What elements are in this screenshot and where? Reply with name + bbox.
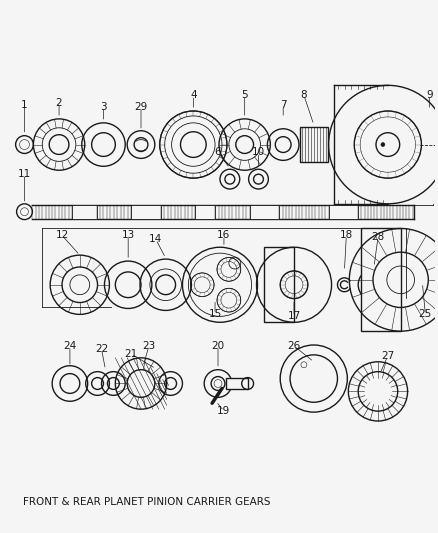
Text: 5: 5 [241,90,248,100]
Text: 24: 24 [63,341,77,351]
Text: 1: 1 [21,100,28,110]
Bar [300,127,328,163]
Text: 26: 26 [287,341,300,351]
Text: 28: 28 [371,232,385,243]
Text: 11: 11 [18,169,31,179]
Bar [265,247,294,322]
Bar [250,205,279,219]
Bar [72,205,96,219]
Text: 8: 8 [300,90,307,100]
Text: 3: 3 [100,102,107,112]
Text: 4: 4 [190,90,197,100]
Bar [361,229,401,331]
Text: 17: 17 [287,311,300,321]
Text: 13: 13 [121,230,135,240]
Text: 10: 10 [252,148,265,157]
Text: 7: 7 [280,100,286,110]
Text: 9: 9 [426,90,433,100]
Bar [226,377,247,390]
Text: 14: 14 [149,235,162,244]
Text: 19: 19 [217,406,230,416]
Text: 2: 2 [56,98,62,108]
Circle shape [381,143,385,147]
Bar [195,205,215,219]
Text: 27: 27 [381,351,395,361]
Bar [131,205,161,219]
Text: 21: 21 [124,349,138,359]
Text: 23: 23 [142,341,155,351]
Text: 25: 25 [419,309,432,319]
Text: FRONT & REAR PLANET PINION CARRIER GEARS: FRONT & REAR PLANET PINION CARRIER GEARS [22,497,270,507]
Text: 15: 15 [208,309,222,319]
Text: 16: 16 [217,230,230,240]
Bar [328,205,358,219]
Text: 12: 12 [55,230,69,240]
Text: 6: 6 [215,148,221,157]
Text: 18: 18 [340,230,353,240]
Text: 29: 29 [134,102,148,112]
Text: 22: 22 [95,344,108,354]
Text: 20: 20 [212,341,225,351]
